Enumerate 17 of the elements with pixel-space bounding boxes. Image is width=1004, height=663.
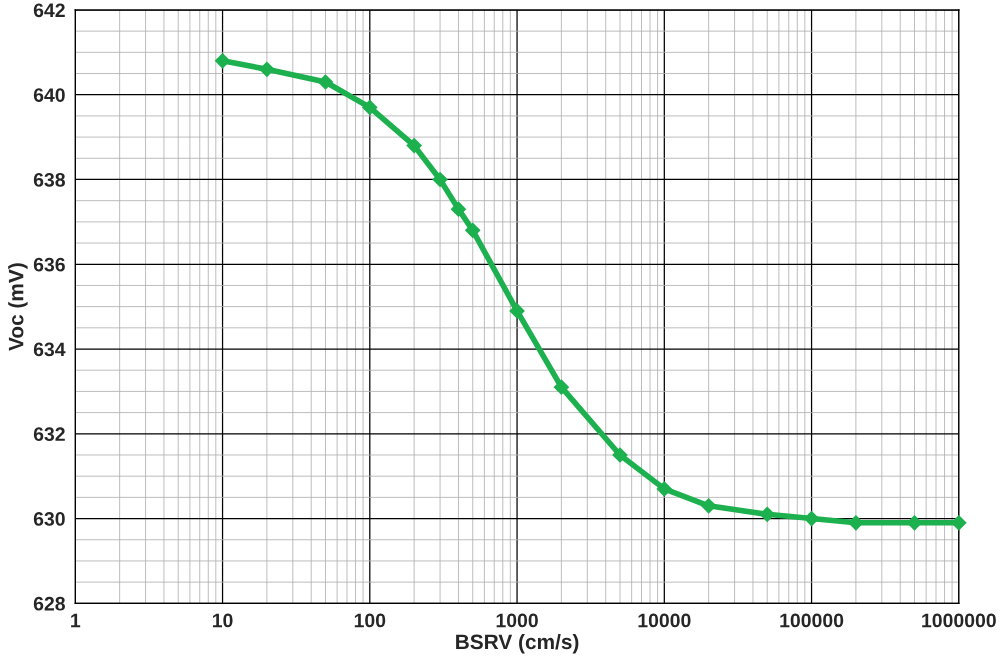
x-tick-label: 1000000 bbox=[922, 613, 996, 628]
y-tick-label: 632 bbox=[33, 427, 65, 442]
x-tick-label: 10000 bbox=[638, 613, 691, 628]
y-tick-label: 636 bbox=[33, 257, 65, 272]
x-tick-label: 100000 bbox=[780, 613, 844, 628]
y-axis-title: Voc (mV) bbox=[8, 263, 28, 351]
x-tick-label: 1000 bbox=[496, 613, 538, 628]
x-axis-title: BSRV (cm/s) bbox=[456, 633, 579, 654]
y-tick-label: 642 bbox=[33, 3, 65, 18]
x-tick-label: 10 bbox=[212, 613, 233, 628]
y-tick-label: 640 bbox=[33, 88, 65, 102]
x-tick-label: 100 bbox=[354, 613, 386, 628]
x-tick-label: 1 bbox=[71, 613, 81, 628]
y-tick-label: 634 bbox=[33, 342, 66, 357]
y-tick-label: 638 bbox=[33, 172, 65, 187]
y-tick-label: 628 bbox=[33, 596, 65, 611]
y-tick-label: 630 bbox=[33, 512, 65, 526]
